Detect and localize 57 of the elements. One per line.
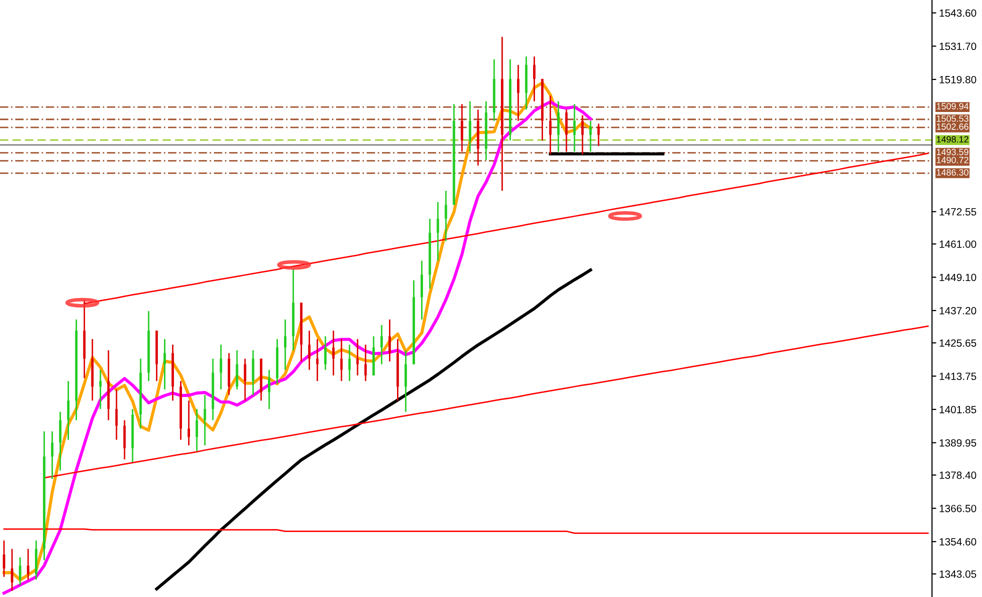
candlestick — [316, 338, 319, 382]
ref-line-label: 1486.30 — [936, 169, 968, 176]
candlestick — [204, 394, 206, 446]
candlestick — [67, 380, 70, 440]
candlestick — [332, 330, 335, 376]
candlestick — [188, 400, 190, 446]
candlestick — [444, 190, 448, 242]
ref-line-label: 1498.12 — [936, 136, 968, 143]
candlestick — [26, 548, 30, 580]
candlestick — [364, 344, 367, 382]
candlestick — [51, 430, 54, 480]
ref-line-label: 1505.53 — [936, 115, 968, 122]
candlestick — [324, 336, 327, 371]
candlestick — [549, 94, 552, 156]
candlestick — [420, 260, 424, 320]
candlestick — [196, 408, 198, 452]
y-tick-label: 1343.05 — [940, 570, 976, 578]
candlestick — [533, 56, 536, 102]
candlestick — [380, 324, 383, 365]
candlestick — [268, 369, 270, 410]
y-tick-label: 1425.65 — [940, 339, 976, 347]
candlestick — [565, 108, 568, 152]
ref-line-label: 1493.59 — [936, 148, 968, 156]
candlestick — [99, 369, 102, 410]
y-tick-label: 1413.75 — [940, 372, 976, 380]
ref-line-label: 1509.94 — [936, 103, 969, 110]
candlestick — [404, 350, 407, 412]
y-tick-label: 1366.50 — [940, 504, 976, 512]
line-series — [155, 268, 592, 590]
y-tick-label: 1531.70 — [940, 42, 976, 50]
candlestick — [220, 344, 222, 390]
candlestick — [517, 64, 520, 122]
y-tick-label: 1437.20 — [940, 307, 976, 314]
candlestick — [18, 556, 22, 586]
candlestick — [284, 318, 286, 371]
candlestick — [252, 350, 254, 396]
y-tick-label: 1449.10 — [940, 274, 976, 282]
y-tick-label: 1519.80 — [940, 76, 976, 84]
candlestick — [10, 548, 14, 592]
candlestick — [308, 330, 311, 371]
candlestick — [59, 411, 62, 472]
candlestick — [388, 318, 391, 362]
y-tick-label: 1378.40 — [940, 472, 976, 479]
y-tick-label: 1543.60 — [940, 9, 976, 17]
y-tick-label: 1472.55 — [940, 208, 976, 216]
candlestick — [557, 100, 560, 152]
line-series — [43, 326, 929, 479]
ref-line-label: 1502.66 — [936, 123, 968, 130]
candlestick — [164, 338, 166, 390]
candlestick — [436, 201, 440, 262]
y-tick-label: 1461.00 — [940, 240, 976, 248]
candlestick — [244, 358, 246, 402]
y-tick-label: 1389.95 — [940, 439, 976, 447]
ref-line-label: 1490.72 — [936, 156, 968, 164]
y-tick-label: 1401.85 — [940, 406, 976, 414]
candlestick — [597, 122, 600, 147]
y-tick-label: 1354.60 — [940, 538, 976, 546]
